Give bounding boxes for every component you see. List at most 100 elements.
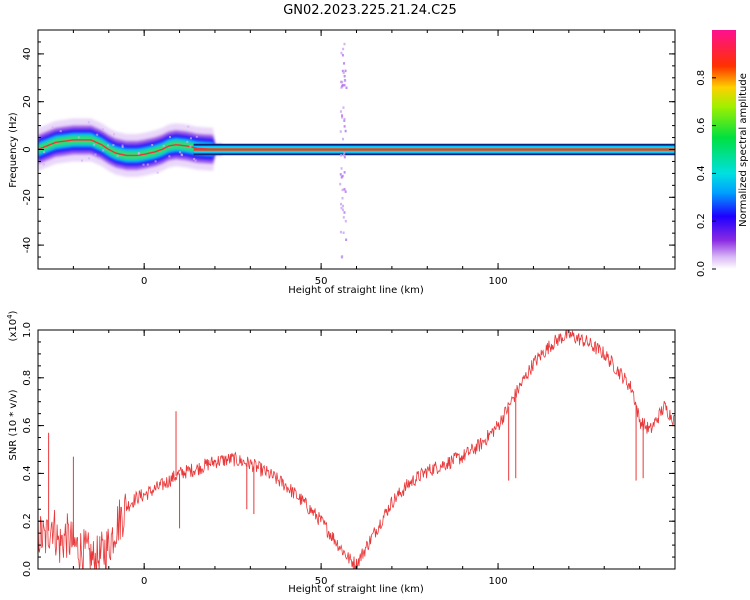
spectrogram-y-tick-label: 0	[22, 146, 33, 152]
spectrogram-y-axis-label: Frequency (Hz)	[8, 112, 19, 188]
snr-y-multiplier: (x104)	[6, 310, 19, 341]
scatter-speckle	[339, 230, 342, 234]
noise-speckle	[77, 136, 80, 139]
scatter-speckle	[343, 211, 346, 214]
spectrogram-x-axis-label: Height of straight line (km)	[288, 285, 424, 296]
scatter-speckle	[340, 167, 343, 170]
spectrogram-x-tick-label: 0	[141, 276, 147, 287]
snr-x-tick-label: 0	[141, 576, 147, 587]
noise-speckle	[179, 151, 182, 154]
scatter-speckle	[339, 182, 342, 186]
scatter-speckle	[343, 188, 346, 191]
scatter-speckle	[342, 216, 345, 219]
scatter-speckle	[343, 125, 346, 128]
scatter-speckle	[340, 176, 343, 179]
noise-speckle	[151, 143, 154, 146]
scatter-speckle	[341, 53, 344, 57]
snr-plot-area	[38, 330, 675, 569]
scatter-speckle	[342, 71, 345, 75]
spectrogram-band-4	[38, 135, 223, 160]
noise-speckle	[98, 157, 101, 160]
scatter-speckle	[343, 152, 346, 155]
scatter-speckle	[343, 83, 346, 87]
snr-panel: 0 50 100 0.0 0.2 0.4 0.6 0.8 1.0 Height of strai…	[6, 310, 676, 595]
noise-speckle	[146, 163, 149, 166]
spectrogram-y-tick-label: 20	[22, 95, 33, 108]
noise-speckle	[154, 160, 157, 163]
noise-speckle	[189, 137, 192, 140]
scatter-speckle	[345, 238, 348, 242]
scatter-speckle	[342, 106, 345, 109]
snr-series-line	[38, 330, 675, 569]
snr-y-tick-label: 0.2	[22, 513, 33, 529]
scatter-speckle	[343, 155, 346, 159]
noise-speckle	[43, 151, 46, 154]
scatter-speckle	[342, 153, 345, 157]
noise-speckle	[116, 154, 119, 157]
flat-band-3	[193, 148, 675, 151]
noise-speckle	[96, 133, 99, 136]
colorbar-tick-label: 0.8	[696, 70, 707, 86]
colorbar-gradient	[712, 30, 736, 269]
snr-y-axis-label: SNR (10 * v/v)	[8, 389, 19, 460]
colorbar: 0.0 0.2 0.4 0.6 0.8 Normalized spectral ampl…	[696, 30, 749, 277]
scatter-speckle	[340, 86, 343, 89]
scatter-speckle	[340, 202, 343, 206]
scatter-speckle	[341, 69, 344, 73]
scatter-speckle	[340, 154, 343, 157]
scatter-speckle	[345, 86, 348, 90]
noise-speckle	[87, 121, 90, 124]
scatter-speckle	[342, 47, 345, 51]
noise-speckle	[121, 144, 124, 147]
snr-frame	[37, 329, 676, 570]
colorbar-tick-label: 0.4	[696, 165, 707, 181]
noise-speckle	[121, 146, 124, 149]
spectrogram-panel: 0 50 100 -40 -20 0 20 40 Height of straight lin…	[8, 29, 676, 296]
scatter-speckle	[341, 116, 344, 119]
scatter-speckle	[340, 255, 343, 259]
snr-y-tick-label: 0.6	[22, 418, 33, 434]
noise-speckle	[94, 153, 97, 156]
scatter-speckle	[341, 174, 344, 178]
noise-speckle	[59, 130, 62, 133]
spectrogram-axes: 0 50 100 -40 -20 0 20 40	[22, 29, 676, 287]
noise-speckle	[142, 163, 145, 166]
snr-x-axis-label: Height of straight line (km)	[288, 584, 424, 595]
spectrogram-y-tick-label: 40	[22, 48, 33, 61]
scatter-speckle	[341, 84, 344, 88]
noise-speckle	[156, 171, 159, 174]
snr-y-tick-label: 0.4	[22, 465, 33, 481]
scatter-speckle	[342, 204, 345, 208]
scatter-speckle	[343, 74, 346, 78]
spectrogram-y-tick-label: -20	[22, 189, 33, 205]
noise-speckle	[186, 140, 189, 143]
noise-speckle	[87, 157, 90, 160]
noise-speckle	[107, 144, 110, 147]
noise-speckle	[112, 144, 115, 147]
spectrogram-x-tick-label: 50	[315, 276, 328, 287]
spectrogram-plot-area	[38, 42, 675, 259]
noise-speckle	[162, 144, 165, 147]
scatter-speckle	[339, 110, 342, 113]
noise-speckle	[189, 145, 192, 148]
noise-speckle	[113, 133, 116, 136]
spectrogram-y-tick-label: -40	[22, 237, 33, 253]
noise-speckle	[195, 135, 198, 138]
spectrogram-x-tick-label: 100	[489, 276, 508, 287]
scatter-speckle	[344, 79, 347, 82]
scatter-speckle	[344, 129, 347, 133]
scatter-speckle	[341, 188, 344, 192]
noise-speckle	[137, 152, 140, 155]
scatter-speckle	[344, 190, 347, 193]
noise-speckle	[194, 159, 197, 162]
scatter-speckle	[343, 171, 346, 174]
chart-title: GN02.2023.225.21.24.C25	[283, 3, 457, 18]
scatter-speckle	[340, 51, 343, 55]
noise-speckle	[81, 159, 84, 162]
scatter-speckle	[339, 173, 342, 176]
scatter-speckle	[340, 206, 343, 210]
snr-axes: 0 50 100 0.0 0.2 0.4 0.6 0.8 1.0	[22, 322, 676, 587]
noise-speckle	[180, 153, 183, 156]
noise-speckle	[93, 143, 96, 146]
